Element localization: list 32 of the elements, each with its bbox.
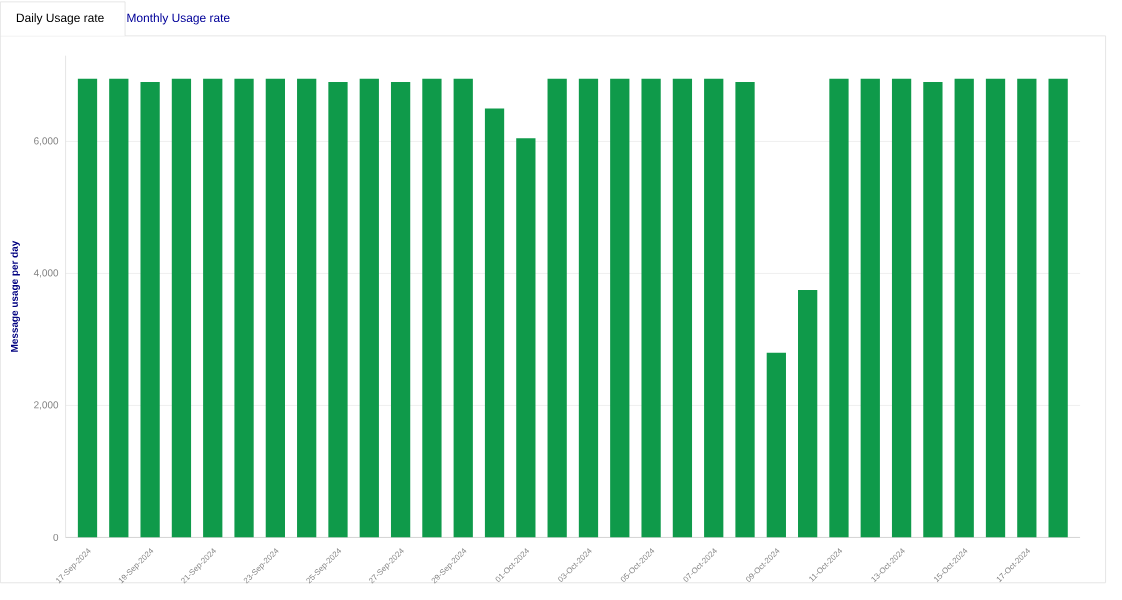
bar — [610, 78, 630, 538]
bar — [140, 82, 160, 538]
bar — [1048, 78, 1068, 538]
bar — [265, 78, 285, 538]
bar — [516, 138, 536, 538]
bar — [234, 78, 254, 538]
bar — [672, 78, 693, 538]
bar — [860, 78, 880, 538]
bar — [171, 78, 192, 538]
bar — [923, 82, 943, 538]
bar — [77, 78, 98, 538]
bar — [985, 78, 1006, 538]
bar — [766, 352, 786, 538]
bar — [704, 78, 724, 538]
bar — [390, 82, 411, 538]
bar — [891, 78, 912, 538]
bar — [422, 78, 442, 538]
bar — [641, 78, 661, 538]
bar — [297, 78, 317, 538]
bar — [109, 78, 129, 538]
bar — [798, 290, 818, 538]
bar — [578, 78, 599, 538]
bar — [547, 78, 567, 538]
bar — [359, 78, 379, 538]
bar — [954, 78, 974, 538]
bar — [735, 82, 755, 538]
bar — [1017, 78, 1037, 538]
bar — [453, 78, 473, 538]
bar — [484, 108, 505, 538]
bar — [829, 78, 849, 538]
bar — [203, 78, 223, 538]
bar — [328, 82, 348, 538]
